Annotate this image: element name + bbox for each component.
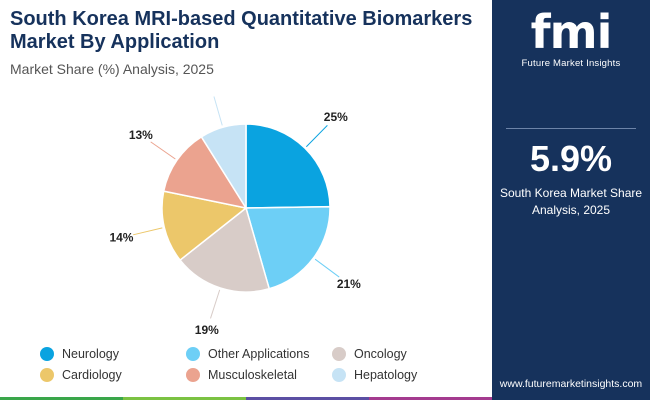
leader-line — [305, 124, 328, 148]
bottom-color-segment — [0, 397, 123, 400]
legend-label: Other Applications — [208, 347, 310, 361]
legend-item: Oncology — [332, 347, 452, 361]
logo-tagline: Future Market Insights — [521, 58, 621, 69]
data-label: 19% — [195, 323, 219, 337]
chart-title: South Korea MRI-based Quantitative Bioma… — [10, 8, 473, 53]
legend-swatch — [332, 347, 346, 361]
market-share-value: 5.9% — [529, 138, 613, 179]
legend-item: Other Applications — [186, 347, 332, 361]
data-label: 13% — [129, 128, 153, 142]
legend-swatch — [186, 347, 200, 361]
legend-swatch — [40, 347, 54, 361]
pie-slice-cardiology — [161, 190, 248, 262]
leader-line — [314, 258, 340, 278]
leader-line — [213, 96, 223, 126]
pie-slice-oncology — [179, 206, 271, 293]
legend-item: Neurology — [40, 347, 186, 361]
legend-label: Oncology — [354, 347, 407, 361]
stat-divider — [506, 128, 636, 129]
legend-label: Cardiology — [62, 368, 122, 382]
legend-swatch — [40, 368, 54, 382]
pie-slice-hepatology — [200, 123, 247, 211]
pie-slice-musculoskeletal — [162, 135, 248, 210]
bottom-color-segment — [369, 397, 492, 400]
legend-item: Cardiology — [40, 368, 186, 382]
bottom-color-segment — [123, 397, 246, 400]
legend-swatch — [186, 368, 200, 382]
fmi-logo: fmi Future Market Insights — [492, 8, 650, 69]
legend-label: Musculoskeletal — [208, 368, 297, 382]
data-label: 21% — [337, 277, 361, 291]
leader-line — [133, 227, 163, 236]
data-label: 25% — [324, 110, 348, 124]
legend-swatch — [332, 368, 346, 382]
leader-line — [150, 141, 176, 160]
pie-chart: 25% 21% 19% 14% 13% 9% — [109, 90, 361, 337]
data-label: 9% — [202, 90, 220, 92]
chart-subtitle: Market Share (%) Analysis, 2025 — [10, 61, 214, 77]
leader-line — [210, 289, 221, 319]
pie-slice-other-applications — [245, 205, 331, 290]
logo-letters: fmi — [530, 5, 613, 59]
pie-slice-neurology — [245, 123, 331, 209]
data-label: 14% — [109, 231, 133, 245]
legend-item: Hepatology — [332, 368, 452, 382]
legend-label: Neurology — [62, 347, 119, 361]
bottom-color-segment — [246, 397, 369, 400]
market-share-label: South Korea Market Share Analysis, 2025 — [499, 186, 643, 217]
legend-item: Musculoskeletal — [186, 368, 332, 382]
website-link[interactable]: www.futuremarketinsights.com — [499, 378, 643, 390]
legend-label: Hepatology — [354, 368, 418, 382]
bottom-color-bar — [0, 397, 492, 400]
sidebar: fmi Future Market Insights 5.9% South Ko… — [492, 0, 650, 400]
chart-legend: Neurology Other Applications Oncology Cardi… — [40, 347, 460, 382]
